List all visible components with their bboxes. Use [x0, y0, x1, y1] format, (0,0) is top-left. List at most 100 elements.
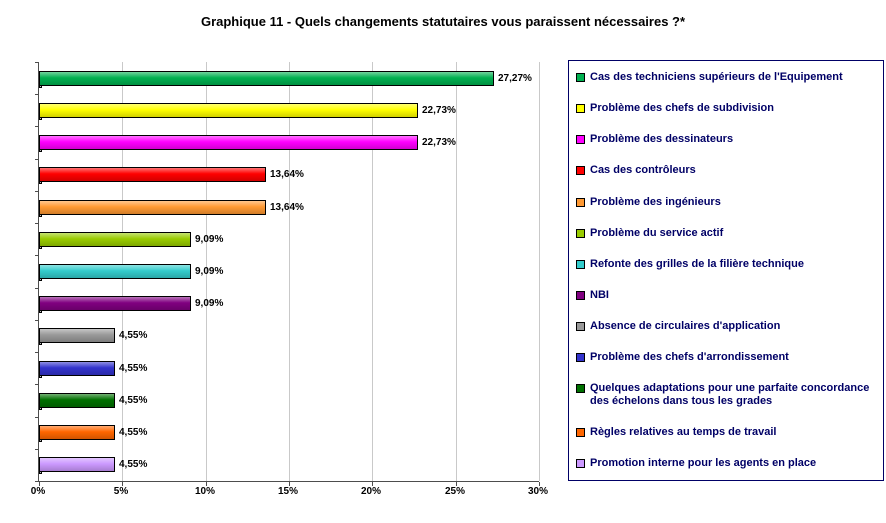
legend-label: Problème des dessinateurs: [590, 133, 734, 146]
bar-value-label: 4,55%: [119, 330, 148, 341]
legend-swatch: [576, 135, 585, 145]
legend-label: Problème des ingénieurs: [590, 195, 721, 208]
bar: [39, 328, 115, 343]
legend-swatch: [576, 459, 585, 469]
x-axis-tick: [372, 482, 373, 486]
y-axis-tick: [35, 288, 39, 289]
bar-value-label: 27,27%: [498, 73, 532, 84]
y-axis-tick: [35, 255, 39, 256]
bar-value-label: 13,64%: [270, 202, 304, 213]
bar: [39, 425, 115, 440]
legend-swatch: [576, 166, 585, 176]
y-axis-tick: [35, 384, 39, 385]
x-axis-labels: 0% 5% 10% 15% 20% 25% 30%: [31, 486, 548, 500]
legend-item: Problème des chefs de subdivision: [576, 102, 877, 115]
legend-item: Cas des techniciens supérieurs de l'Equi…: [576, 71, 877, 84]
y-axis-tick: [35, 94, 39, 95]
gridline: [539, 62, 540, 481]
y-axis-tick: [35, 62, 39, 63]
x-tick-label: 0%: [30, 486, 46, 497]
legend-item: Problème du service actif: [576, 227, 877, 240]
legend-label: Cas des techniciens supérieurs de l'Equi…: [590, 71, 843, 83]
bar-value-label: 9,09%: [195, 266, 224, 277]
bar-value-label: 9,09%: [195, 234, 224, 245]
y-axis-tick: [35, 191, 39, 192]
legend-item: Règles relatives au temps de travail: [576, 426, 877, 439]
legend-label: Quelques adaptations pour une parfaite c…: [590, 382, 870, 408]
legend-swatch: [576, 73, 585, 82]
legend-label: Refonte des grilles de la filière techni…: [590, 257, 804, 270]
bar: [39, 457, 115, 472]
legend-item: NBI: [576, 289, 877, 302]
legend-item: Promotion interne pour les agents en pla…: [576, 457, 877, 470]
legend-swatch: [576, 384, 585, 394]
x-axis-tick: [39, 482, 40, 486]
legend-item: Absence de circulaires d'application: [576, 320, 877, 333]
legend-item: Problème des chefs d'arrondissement: [576, 351, 877, 364]
plot-area: 27,27% 22,73% 22,73% 13,64% 13,64% 9,09% 9,09%…: [35, 62, 540, 486]
legend-label: Problème des chefs d'arrondissement: [590, 351, 789, 364]
bar: [39, 167, 266, 182]
gridline: [289, 62, 290, 481]
legend-box: Cas des techniciens supérieurs de l'Equi…: [568, 60, 884, 481]
bar-value-label: 4,55%: [119, 459, 148, 470]
legend-item: Cas des contrôleurs: [576, 164, 877, 177]
legend-item: Problème des dessinateurs: [576, 133, 877, 146]
x-axis-tick: [456, 482, 457, 486]
x-tick-label: 5%: [113, 486, 129, 497]
x-tick-label: 15%: [277, 486, 299, 497]
legend-swatch: [576, 197, 585, 207]
bar-value-label: 4,55%: [119, 395, 148, 406]
legend-swatch: [576, 228, 585, 238]
bar-value-label: 9,09%: [195, 298, 224, 309]
bar-value-label: 4,55%: [119, 363, 148, 374]
bar-value-label: 22,73%: [422, 137, 456, 148]
y-axis-tick: [35, 159, 39, 160]
legend-swatch: [576, 428, 585, 438]
y-axis-tick: [35, 449, 39, 450]
bar: [39, 71, 494, 86]
bar-value-label: 4,55%: [119, 427, 148, 438]
bar: [39, 393, 115, 408]
legend-label: Problème des chefs de subdivision: [590, 102, 774, 115]
legend-label: Promotion interne pour les agents en pla…: [590, 457, 817, 470]
y-axis-tick: [35, 352, 39, 353]
bar: [39, 264, 191, 279]
legend-swatch: [576, 353, 585, 363]
gridline: [372, 62, 373, 481]
legend-label: Règles relatives au temps de travail: [590, 426, 777, 439]
x-tick-label: 20%: [360, 486, 382, 497]
bar: [39, 361, 115, 376]
y-axis-tick: [35, 481, 39, 482]
legend-label: Absence de circulaires d'application: [590, 320, 781, 333]
x-axis-tick: [539, 482, 540, 486]
x-axis-tick: [122, 482, 123, 486]
legend-swatch: [576, 104, 585, 114]
bar-value-label: 22,73%: [422, 105, 456, 116]
bar-value-label: 13,64%: [270, 169, 304, 180]
legend-item: Quelques adaptations pour une parfaite c…: [576, 382, 877, 407]
gridline: [456, 62, 457, 481]
x-axis-tick: [206, 482, 207, 486]
legend-label: Cas des contrôleurs: [590, 164, 696, 177]
x-tick-label: 10%: [194, 486, 216, 497]
legend-item: Problème des ingénieurs: [576, 196, 877, 209]
legend-swatch: [576, 322, 585, 332]
x-axis-tick: [289, 482, 290, 486]
legend-swatch: [576, 259, 585, 269]
bar: [39, 135, 418, 150]
y-axis-tick: [35, 126, 39, 127]
bar: [39, 296, 191, 311]
bar: [39, 200, 266, 215]
y-axis-tick: [35, 417, 39, 418]
chart-title: Graphique 11 - Quels changements statuta…: [200, 14, 686, 29]
legend-label: Problème du service actif: [590, 226, 724, 239]
bar: [39, 232, 191, 247]
legend-swatch: [576, 290, 585, 300]
x-tick-label: 25%: [444, 486, 466, 497]
legend-label: NBI: [590, 288, 609, 301]
gridline: [206, 62, 207, 481]
y-axis-tick: [35, 223, 39, 224]
bar: [39, 103, 418, 118]
